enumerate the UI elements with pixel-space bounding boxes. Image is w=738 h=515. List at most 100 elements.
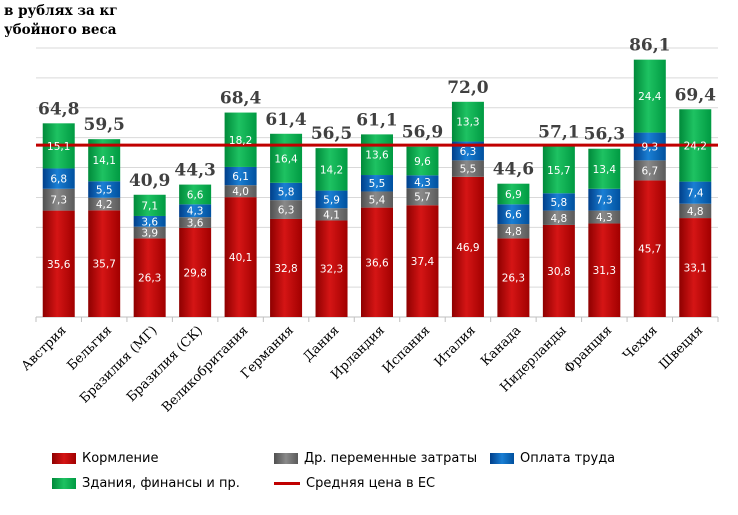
bar-segment-labor xyxy=(133,215,166,227)
segment-value-label: 35,7 xyxy=(93,259,116,271)
segment-value-label: 15,7 xyxy=(547,165,570,177)
segment-value-label: 4,8 xyxy=(551,213,568,225)
total-value-label: 61,1 xyxy=(356,110,397,130)
segment-value-label: 4,1 xyxy=(323,209,340,221)
segment-value-label: 3,6 xyxy=(187,218,204,230)
segment-value-label: 5,8 xyxy=(278,186,295,198)
segment-value-label: 5,7 xyxy=(414,192,431,204)
segment-value-label: 5,5 xyxy=(369,178,386,190)
bar-segment-labor xyxy=(315,190,348,209)
bar-segment-buildings xyxy=(633,59,666,133)
total-value-label: 44,3 xyxy=(174,161,215,181)
bar-segment-other-variable xyxy=(406,188,439,206)
bar-segment-feed xyxy=(88,210,121,317)
bar-segment-labor xyxy=(679,181,712,204)
segment-value-label: 14,2 xyxy=(320,164,343,176)
data-labels: 35,6 7,3 6,8 15,1 64,8 35,7 4,2 5,5 14,1 59,5 26,3… xyxy=(38,36,716,285)
total-value-label: 64,8 xyxy=(38,99,79,119)
total-value-label: 61,4 xyxy=(265,110,307,130)
segment-value-label: 6,1 xyxy=(232,171,249,183)
segment-value-label: 31,3 xyxy=(593,265,616,277)
bar-segment-labor xyxy=(406,175,439,189)
segment-value-label: 4,3 xyxy=(414,177,431,189)
bar-segment-other-variable xyxy=(679,203,712,219)
bar-segment-other-variable xyxy=(451,160,484,177)
category-label: Канада xyxy=(478,323,524,369)
segment-value-label: 6,9 xyxy=(505,189,522,201)
total-value-label: 56,5 xyxy=(311,124,352,144)
segment-value-label: 3,9 xyxy=(141,228,158,240)
bar-segment-other-variable xyxy=(542,210,575,225)
bar-segment-other-variable xyxy=(361,191,393,208)
segment-value-label: 5,5 xyxy=(96,185,113,197)
bar-segment-other-variable xyxy=(270,200,303,219)
total-value-label: 68,4 xyxy=(220,89,262,109)
bar-segment-labor xyxy=(497,204,530,225)
category-label: Испания xyxy=(380,323,433,376)
segment-value-label: 4,3 xyxy=(187,206,204,218)
bar-segment-other-variable xyxy=(633,160,666,181)
bar-segment-buildings xyxy=(270,133,303,183)
segment-value-label: 16,4 xyxy=(274,153,298,165)
segment-value-label: 36,6 xyxy=(365,257,389,269)
segment-value-label: 29,8 xyxy=(183,267,206,279)
total-value-label: 44,6 xyxy=(493,160,534,180)
bar-segment-labor xyxy=(542,193,575,211)
total-value-label: 72,0 xyxy=(447,78,489,98)
bar-segment-labor xyxy=(88,181,121,198)
segment-value-label: 6,6 xyxy=(187,189,204,201)
bar-segment-feed xyxy=(315,220,348,317)
bar-segment-buildings xyxy=(451,101,484,142)
segment-value-label: 30,8 xyxy=(547,266,570,278)
category-label: Великобритания xyxy=(159,323,251,415)
category-label: Австрия xyxy=(19,323,70,374)
bar-segment-other-variable xyxy=(133,226,166,239)
bar-segment-feed xyxy=(406,205,439,317)
segment-value-label: 13,4 xyxy=(593,164,617,176)
total-value-label: 86,1 xyxy=(629,36,670,56)
category-label: Бразилия (МГ) xyxy=(77,323,160,406)
bar-segment-buildings xyxy=(406,146,439,176)
bar-segment-labor xyxy=(270,182,303,201)
segment-value-label: 9,3 xyxy=(641,141,658,153)
segment-value-label: 4,3 xyxy=(596,212,613,224)
segment-value-label: 45,7 xyxy=(638,244,661,256)
segment-value-label: 13,6 xyxy=(365,150,389,162)
segment-value-label: 33,1 xyxy=(684,263,707,275)
segment-value-label: 26,3 xyxy=(138,273,161,285)
bar-segment-buildings xyxy=(133,194,166,216)
bars xyxy=(42,59,712,317)
bar-segment-feed xyxy=(633,180,666,317)
segment-value-label: 5,9 xyxy=(323,194,340,206)
segment-value-label: 46,9 xyxy=(456,242,479,254)
segment-value-label: 32,8 xyxy=(274,263,297,275)
bar-segment-buildings xyxy=(361,134,393,176)
segment-value-label: 40,1 xyxy=(229,252,252,264)
bar-segment-other-variable xyxy=(497,224,530,239)
bar-segment-other-variable xyxy=(315,208,348,221)
bar-segment-labor xyxy=(224,166,257,186)
segment-value-label: 32,3 xyxy=(320,264,343,276)
segment-value-label: 4,0 xyxy=(232,186,249,198)
bar-segment-buildings xyxy=(542,146,575,194)
segment-value-label: 6,7 xyxy=(641,165,658,177)
segment-value-label: 5,8 xyxy=(551,197,568,209)
segment-value-label: 6,3 xyxy=(460,146,477,158)
bar-segment-other-variable xyxy=(179,217,212,228)
bar-segment-feed xyxy=(497,238,530,317)
segment-value-label: 4,2 xyxy=(96,199,113,211)
bar-segment-feed xyxy=(42,210,75,317)
total-value-label: 56,3 xyxy=(584,125,625,145)
total-value-label: 40,9 xyxy=(129,171,170,191)
segment-value-label: 6,3 xyxy=(278,205,295,217)
bar-segment-feed xyxy=(588,223,621,317)
total-value-label: 59,5 xyxy=(83,115,124,135)
segment-value-label: 24,4 xyxy=(638,91,662,103)
bar-segment-buildings xyxy=(497,183,530,205)
bar-segment-buildings xyxy=(224,112,257,167)
bar-segment-feed xyxy=(133,238,166,317)
bar-segment-feed xyxy=(361,207,393,317)
segment-value-label: 7,3 xyxy=(596,195,613,207)
category-label: Франция xyxy=(562,323,616,377)
segment-value-label: 35,6 xyxy=(47,259,71,271)
